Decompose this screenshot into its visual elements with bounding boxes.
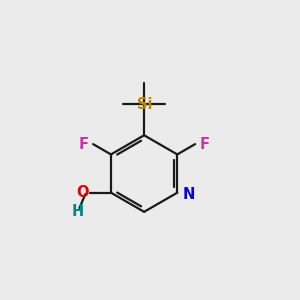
- Text: F: F: [79, 136, 89, 152]
- Text: H: H: [72, 204, 84, 219]
- Text: F: F: [200, 136, 209, 152]
- Text: N: N: [182, 187, 195, 202]
- Text: O: O: [76, 185, 88, 200]
- Text: Si: Si: [137, 97, 153, 112]
